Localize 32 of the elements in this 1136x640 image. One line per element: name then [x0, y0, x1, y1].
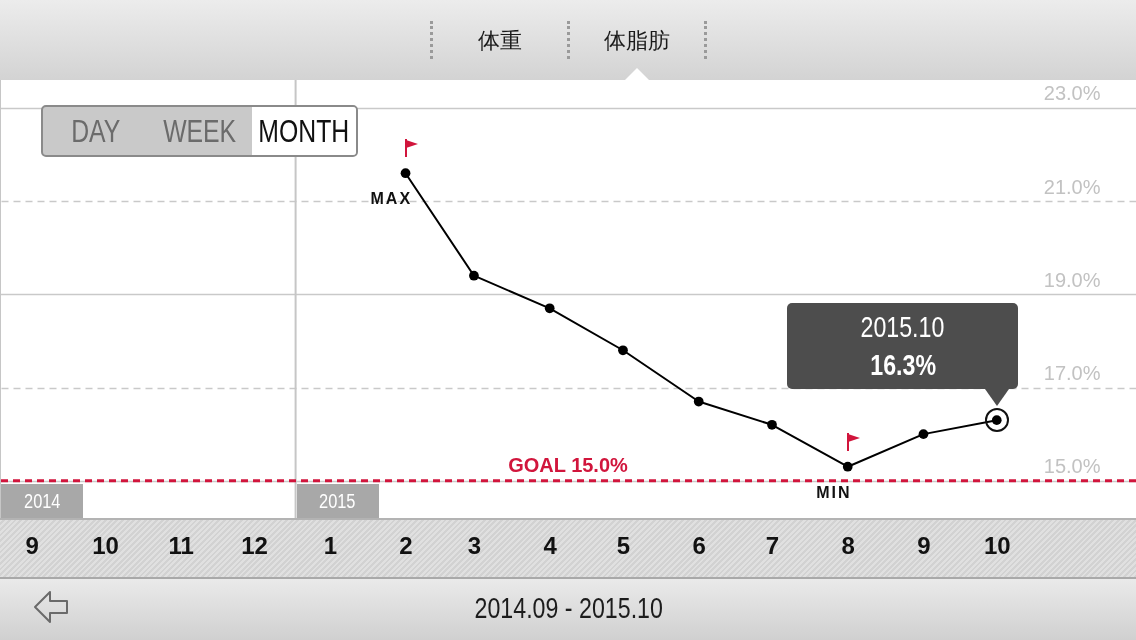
y-tick-label: 23.0% — [1043, 82, 1101, 105]
annotation: MIN — [816, 483, 852, 501]
annotation: 2015.10 — [860, 310, 945, 343]
y-tick-label: 17.0% — [1043, 362, 1101, 385]
x-tick-label: 8 — [841, 531, 855, 559]
x-tick-label: 12 — [241, 531, 268, 559]
annotation: DAY — [70, 113, 120, 149]
x-tick-label: 3 — [467, 531, 482, 559]
x-tick-label: 2 — [399, 531, 413, 559]
ref-line-label: GOAL 15.0% — [508, 453, 629, 476]
y-tick-label: 19.0% — [1043, 268, 1101, 291]
x-tick-label: 7 — [765, 531, 780, 559]
text: 体脂肪 — [603, 28, 670, 53]
text: 2014.09 - 2015.10 — [474, 591, 663, 624]
y-tick-label: 21.0% — [1043, 175, 1101, 198]
x-tick-label: 9 — [917, 531, 931, 559]
y-tick-label: 15.0% — [1043, 455, 1101, 478]
x-tick-label: 1 — [323, 531, 337, 559]
annotation: 16.3% — [869, 348, 936, 381]
text: 体重 — [477, 28, 522, 53]
annotation: MONTH — [258, 113, 350, 149]
x-tick-label: 5 — [616, 531, 631, 559]
x-tick-label: 6 — [692, 531, 706, 559]
x-tick-label: 10 — [92, 531, 119, 559]
ref-line-label: 2015 — [319, 490, 356, 512]
ref-line-label: 2014 — [23, 490, 60, 512]
annotation: WEEK — [163, 113, 237, 149]
annotation: MAX — [370, 190, 413, 208]
x-tick-label: 10 — [983, 531, 1011, 559]
x-tick-label: 11 — [168, 531, 194, 559]
x-tick-label: 4 — [543, 531, 558, 559]
x-tick-label: 9 — [25, 531, 39, 559]
